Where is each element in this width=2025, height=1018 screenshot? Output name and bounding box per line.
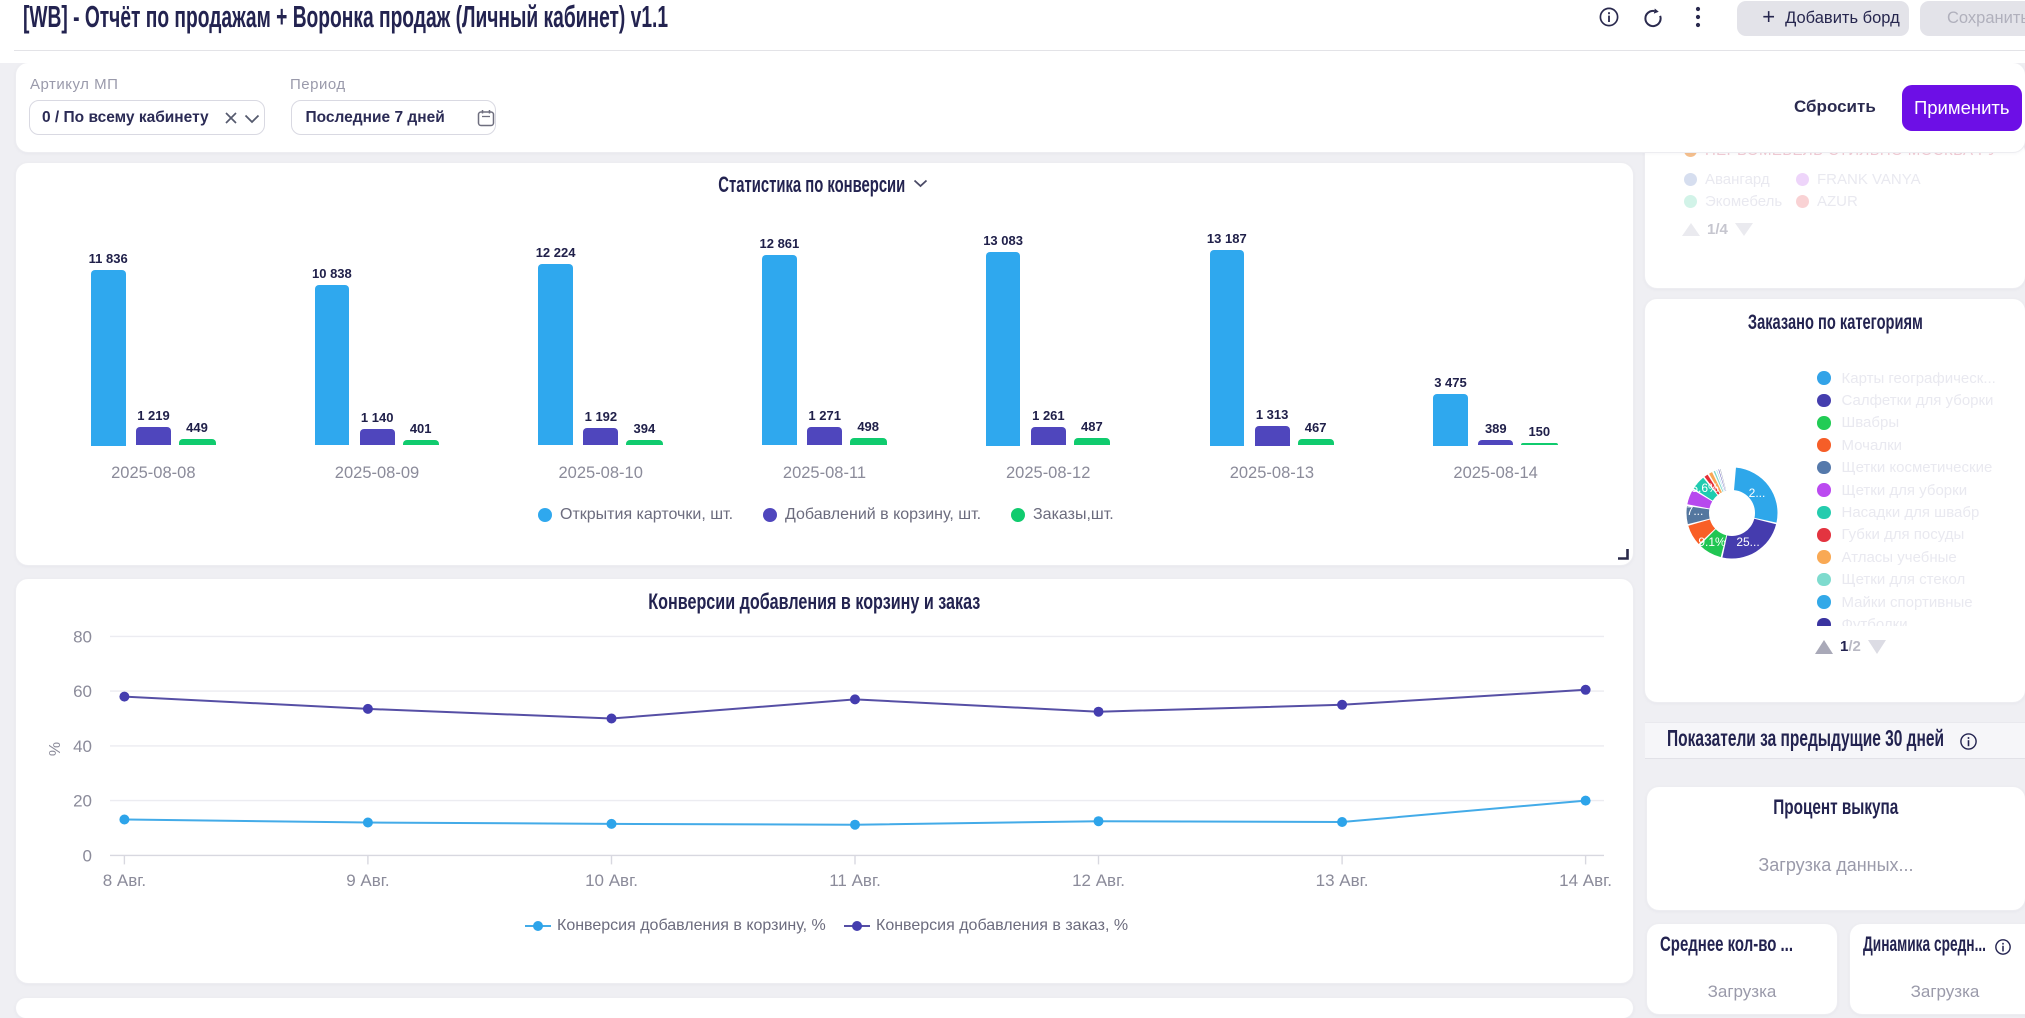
svg-text:5.6%: 5.6%: [1691, 481, 1719, 495]
svg-text:20: 20: [73, 792, 92, 811]
svg-text:40: 40: [73, 737, 92, 756]
svg-text:60: 60: [73, 682, 92, 701]
svg-text:7...: 7...: [1687, 504, 1704, 518]
svg-text:2...: 2...: [1749, 486, 1766, 500]
svg-text:14 Авг.: 14 Авг.: [1559, 871, 1612, 890]
svg-text:10 Авг.: 10 Авг.: [585, 871, 638, 890]
svg-text:%: %: [47, 742, 64, 756]
svg-text:9 Авг.: 9 Авг.: [346, 871, 389, 890]
svg-text:11 Авг.: 11 Авг.: [829, 871, 881, 890]
svg-text:0: 0: [83, 846, 92, 865]
svg-text:9.1%: 9.1%: [1698, 535, 1726, 549]
svg-text:8 Авг.: 8 Авг.: [103, 871, 146, 890]
svg-text:80: 80: [73, 627, 92, 646]
svg-text:13 Авг.: 13 Авг.: [1316, 871, 1369, 890]
svg-text:12 Авг.: 12 Авг.: [1072, 871, 1125, 890]
svg-text:25...: 25...: [1736, 535, 1759, 549]
